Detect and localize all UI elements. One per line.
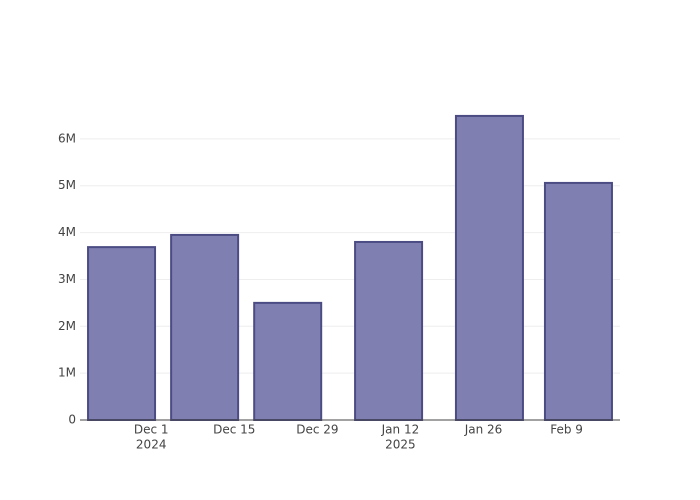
y-tick-label: 0 (68, 413, 76, 427)
y-tick-label: 2M (58, 319, 76, 333)
y-tick-label: 6M (58, 131, 76, 145)
bar (454, 114, 524, 421)
y-tick-label: 3M (58, 272, 76, 286)
x-tick-label: Feb 9 (550, 423, 583, 437)
x-tick-label: Jan 26 (464, 423, 503, 437)
x-tick-year: 2025 (385, 438, 416, 452)
y-tick-label: 4M (58, 225, 76, 239)
x-tick-label: Jan 12 (381, 423, 420, 437)
x-tick-label: Dec 15 (213, 423, 255, 437)
y-tick-label: 5M (58, 178, 76, 192)
bar (87, 246, 157, 421)
x-tick-label: Dec 29 (296, 423, 338, 437)
x-tick-year: 2024 (136, 438, 167, 452)
x-tick-label: Dec 1 (134, 423, 169, 437)
bar (170, 233, 240, 421)
y-tick-label: 1M (58, 366, 76, 380)
bar (354, 240, 424, 421)
bar (253, 301, 323, 421)
bar (543, 181, 613, 421)
